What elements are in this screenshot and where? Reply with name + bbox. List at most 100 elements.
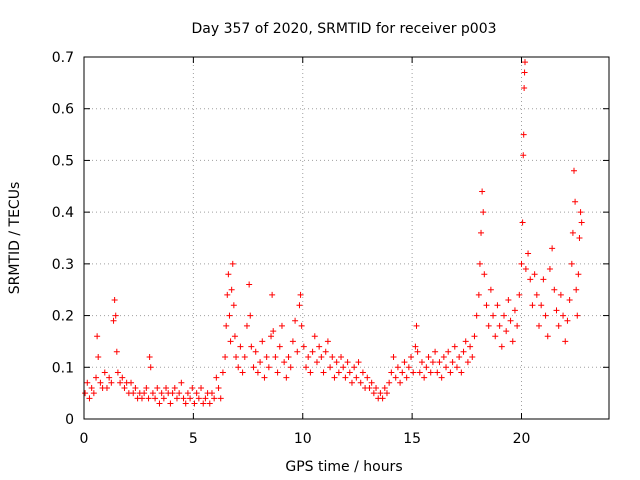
data-point: [149, 390, 156, 397]
y-tick-label: 0.3: [52, 257, 74, 273]
data-point: [226, 312, 233, 319]
data-point: [575, 271, 582, 278]
data-point: [397, 379, 404, 386]
data-point: [410, 369, 417, 376]
data-point: [283, 374, 290, 381]
data-point: [348, 379, 355, 386]
data-point: [540, 276, 547, 283]
data-point: [527, 276, 534, 283]
data-point: [386, 379, 393, 386]
chart-title: Day 357 of 2020, SRMTID for receiver p00…: [191, 21, 496, 37]
data-point: [160, 395, 167, 402]
data-point: [425, 353, 432, 360]
data-point: [331, 374, 338, 381]
data-point: [333, 359, 340, 366]
data-point: [423, 364, 430, 371]
data-point: [464, 359, 471, 366]
data-point: [520, 131, 527, 138]
data-point: [487, 286, 494, 293]
data-point: [320, 369, 327, 376]
data-point: [418, 359, 425, 366]
data-point: [481, 271, 488, 278]
data-point: [93, 374, 100, 381]
data-point: [305, 353, 312, 360]
data-point: [94, 333, 101, 340]
data-point: [529, 302, 536, 309]
data-point: [231, 333, 238, 340]
data-point: [121, 384, 128, 391]
data-point: [520, 152, 527, 159]
data-point: [525, 250, 532, 257]
x-tick-label: 5: [189, 431, 198, 447]
data-point: [346, 369, 353, 376]
data-point: [287, 364, 294, 371]
data-point: [370, 390, 377, 397]
data-point: [200, 400, 207, 407]
data-point: [198, 384, 205, 391]
y-tick-label: 0.2: [52, 309, 74, 325]
data-point: [247, 312, 254, 319]
data-point: [298, 322, 305, 329]
data-point: [95, 353, 102, 360]
data-point: [549, 245, 556, 252]
data-point: [300, 343, 307, 350]
data-point: [130, 390, 137, 397]
data-point: [460, 348, 467, 355]
data-point: [327, 364, 334, 371]
data-point: [211, 395, 218, 402]
data-point: [478, 229, 485, 236]
data-point: [132, 384, 139, 391]
data-point: [456, 353, 463, 360]
data-point: [438, 374, 445, 381]
data-point: [427, 369, 434, 376]
data-point: [522, 266, 529, 273]
data-point: [269, 291, 276, 298]
data-point: [445, 348, 452, 355]
data-point: [252, 348, 259, 355]
data-point: [158, 390, 165, 397]
data-point: [254, 369, 261, 376]
data-point: [449, 359, 456, 366]
data-point: [467, 343, 474, 350]
data-point: [152, 395, 159, 402]
data-point: [114, 369, 121, 376]
data-point: [146, 353, 153, 360]
data-point: [576, 235, 583, 241]
data-point: [342, 374, 349, 381]
y-tick-label: 0.5: [52, 153, 74, 169]
data-point: [505, 297, 512, 304]
data-point: [403, 374, 410, 381]
data-point: [355, 359, 362, 366]
data-point: [546, 266, 553, 273]
data-point: [112, 312, 119, 319]
data-point: [503, 328, 510, 335]
data-point: [568, 260, 575, 267]
data-point: [257, 359, 264, 366]
data-point: [147, 364, 154, 371]
data-point: [483, 302, 490, 309]
data-point: [519, 219, 526, 226]
plot-frame: [83, 56, 610, 420]
x-axis-ticks: 0 5 10 15 20: [80, 57, 530, 447]
data-point: [143, 384, 150, 391]
data-point: [208, 390, 215, 397]
data-point: [434, 369, 441, 376]
data-point: [313, 359, 320, 366]
data-point: [246, 281, 253, 288]
data-point: [492, 333, 499, 340]
data-point: [574, 312, 581, 319]
data-point: [189, 384, 196, 391]
data-point: [272, 353, 279, 360]
data-point: [573, 286, 580, 293]
y-axis-title: SRMTID / TECUs: [7, 182, 23, 295]
data-point: [309, 348, 316, 355]
data-point: [453, 364, 460, 371]
data-point: [338, 353, 345, 360]
data-point: [195, 395, 202, 402]
data-point: [270, 328, 277, 335]
data-point: [110, 317, 117, 324]
data-point: [250, 364, 257, 371]
data-point: [475, 291, 482, 298]
data-point: [322, 348, 329, 355]
